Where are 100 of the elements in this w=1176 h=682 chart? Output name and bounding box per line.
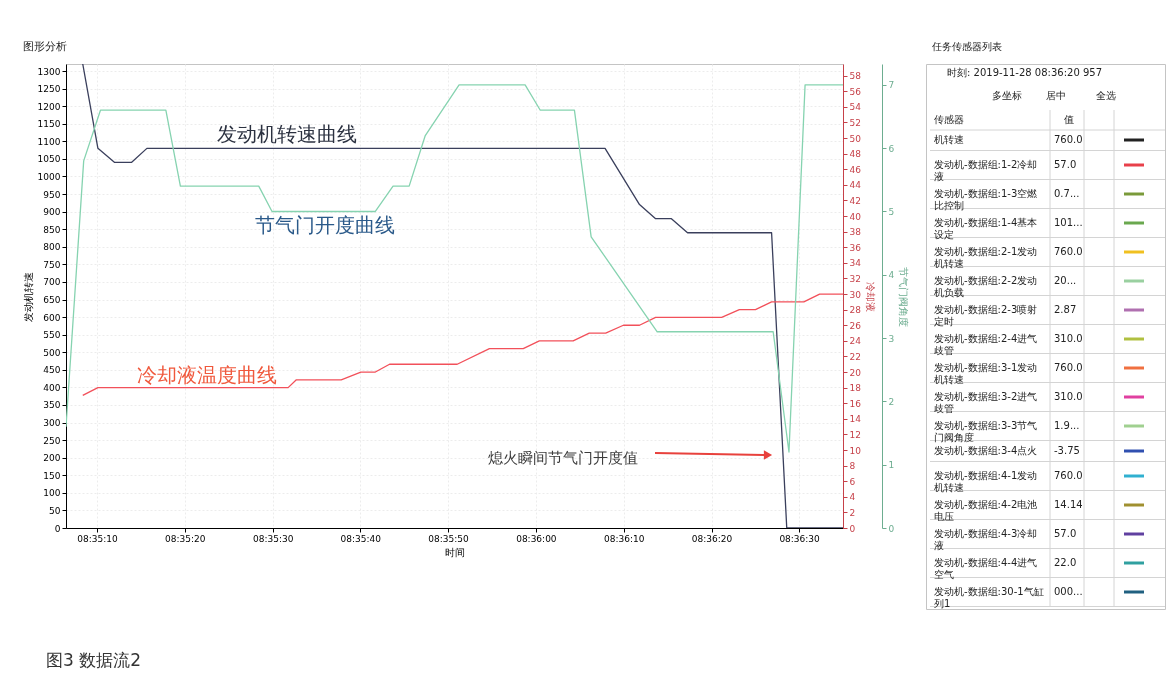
text: 760.0	[1054, 470, 1083, 481]
y-tick-label: 950	[43, 189, 61, 200]
y2-tick-label: 44	[849, 180, 862, 191]
x-tick-label: 08:35:10	[77, 533, 118, 544]
y-tick-label: 850	[43, 224, 61, 235]
y-tick-label: 400	[43, 382, 61, 393]
y2-tick-label: 46	[849, 164, 862, 175]
y2-tick-label: 56	[849, 86, 862, 97]
y-tick-label: 100	[43, 488, 61, 499]
y2-tick-label: 54	[849, 102, 862, 113]
y2-axis-title: 冷却液	[864, 281, 876, 312]
text: 57.0	[1054, 528, 1077, 539]
y2-tick-label: 16	[849, 398, 862, 409]
y-tick-label: 700	[43, 277, 61, 288]
y-tick-label: 350	[43, 400, 61, 411]
y2-tick-label: 6	[849, 476, 856, 487]
x-tick-label: 08:35:40	[340, 533, 382, 544]
y-tick-label: 600	[43, 312, 61, 323]
y3-tick-label: 6	[888, 143, 895, 154]
y-tick-label: 150	[43, 470, 61, 481]
category-label: 发动机-数据组:2-1发动机转速	[934, 246, 1038, 269]
text: 全选	[1096, 90, 1116, 101]
y-tick-label: 1000	[37, 171, 61, 182]
x-tick-label: 08:36:10	[604, 533, 645, 544]
category-label: 发动机-数据组:2-4进气歧管	[934, 333, 1038, 356]
category-label: 发动机-数据组:4-1发动机转速	[934, 470, 1038, 493]
y2-tick-label: 26	[849, 320, 862, 331]
text: 任务传感器列表	[931, 41, 1002, 52]
y2-tick-label: 24	[849, 336, 862, 347]
y3-tick-label: 4	[888, 270, 895, 281]
y-axis-title: 发动机转速	[22, 271, 34, 322]
category-label: 发动机-数据组:2-2发动机负载	[934, 275, 1038, 298]
text: 101...	[1054, 217, 1083, 228]
y3-axis-title: 节气门阀角度	[898, 266, 910, 327]
caption: 图3 数据流2	[46, 650, 142, 670]
y2-tick-label: 48	[849, 149, 862, 160]
text: 22.0	[1054, 557, 1077, 568]
y2-tick-label: 28	[849, 305, 862, 316]
text: 310.0	[1054, 333, 1083, 344]
y-tick-label: 50	[49, 505, 61, 516]
line-series	[82, 293, 843, 397]
y-tick-label: 0	[54, 523, 61, 534]
text: 多坐标	[992, 90, 1022, 101]
y2-tick-label: 4	[849, 492, 856, 503]
y-tick-label: 1150	[37, 119, 61, 130]
y2-tick-label: 40	[849, 211, 862, 222]
y-tick-label: 750	[43, 259, 61, 270]
y2-tick-label: 34	[849, 258, 862, 269]
y3-tick-label: 5	[888, 206, 895, 217]
y3-tick-label: 2	[888, 396, 895, 407]
y-tick-label: 500	[43, 347, 61, 358]
y3-tick-label: 3	[888, 333, 895, 344]
category-label: 发动机-数据组:2-3喷射定时	[934, 304, 1038, 327]
category-label: 发动机-数据组:1-2冷却液	[934, 159, 1038, 182]
y-tick-label: 1250	[37, 84, 61, 95]
y2-tick-label: 42	[849, 195, 861, 206]
category-label: 发动机-数据组:1-4基本设定	[934, 217, 1038, 240]
y2-tick-label: 38	[849, 227, 862, 238]
y2-tick-label: 50	[849, 133, 862, 144]
y3-tick-label: 7	[888, 80, 895, 91]
text: -3.75	[1054, 445, 1080, 456]
text: 2.87	[1054, 304, 1077, 315]
y2-tick-label: 8	[849, 461, 856, 472]
y2-tick-label: 10	[849, 445, 862, 456]
y2-tick-label: 52	[849, 117, 861, 128]
category-label: 发动机-数据组:3-3节气门阀角度	[934, 420, 1038, 443]
y2-tick-label: 18	[849, 383, 862, 394]
y2-tick-label: 2	[849, 507, 856, 518]
y3-tick-label: 0	[888, 523, 895, 534]
x-tick-label: 08:36:30	[779, 533, 821, 544]
y-tick-label: 450	[43, 365, 61, 376]
category-label: 发动机-数据组:4-4进气空气	[934, 557, 1038, 580]
y2-tick-label: 0	[849, 523, 856, 534]
y-tick-label: 800	[43, 242, 61, 253]
category-label: 发动机-数据组:4-2电池电压	[934, 499, 1038, 522]
text: 760.0	[1054, 362, 1083, 373]
category-label: 发动机-数据组:3-1发动机转速	[934, 362, 1038, 385]
y2-tick-label: 14	[849, 414, 862, 425]
y2-tick-label: 12	[849, 429, 861, 440]
x-tick-label: 08:36:00	[516, 533, 557, 544]
text: 57.0	[1054, 159, 1077, 170]
text: 传感器	[934, 114, 964, 125]
y2-tick-label: 30	[849, 289, 862, 300]
y-tick-label: 1050	[37, 154, 61, 165]
x-tick-label: 08:36:20	[691, 533, 733, 544]
chart-title: 图形分析	[23, 40, 68, 53]
y-tick-label: 250	[43, 435, 61, 446]
category-label: 机转速	[934, 134, 964, 145]
series-label: 发动机转速曲线	[217, 122, 357, 146]
text: 000...	[1054, 586, 1083, 597]
y-tick-label: 1300	[37, 66, 61, 77]
y3-tick-label: 1	[888, 460, 895, 471]
y-tick-label: 650	[43, 295, 61, 306]
text: 值	[1064, 114, 1074, 125]
text: 1.9...	[1054, 420, 1080, 431]
text: 0.7...	[1054, 188, 1080, 199]
x-axis-title: 时间	[445, 546, 465, 558]
y-tick-label: 1100	[37, 136, 61, 147]
text: 时刻: 2019-11-28 08:36:20 957	[947, 67, 1103, 78]
text: 20...	[1054, 275, 1077, 286]
